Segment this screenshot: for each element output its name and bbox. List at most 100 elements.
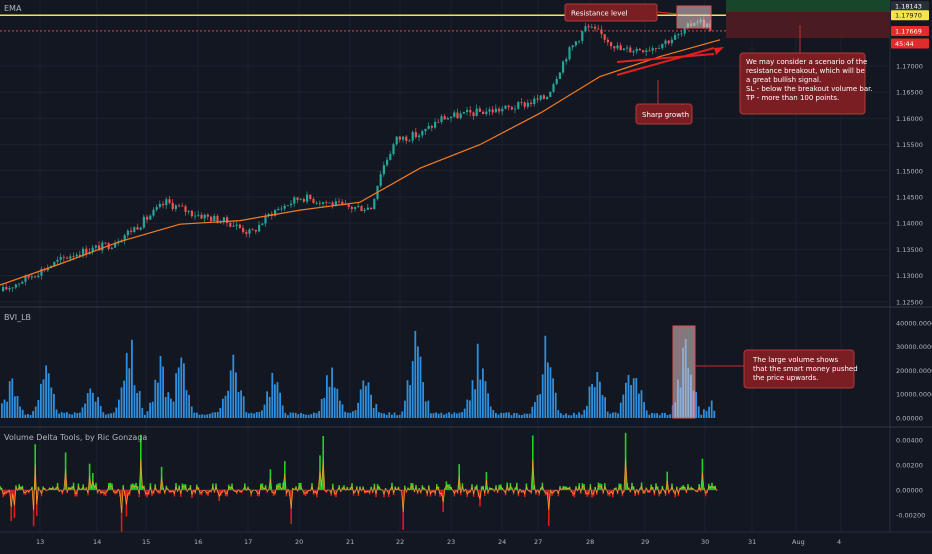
volume-bar bbox=[344, 411, 346, 418]
volume-bar bbox=[86, 393, 89, 418]
candle-body bbox=[680, 33, 683, 35]
price-pane[interactable] bbox=[0, 14, 890, 293]
volume-bar bbox=[55, 409, 58, 418]
volume-bar bbox=[510, 415, 513, 418]
delta-pane[interactable] bbox=[0, 432, 718, 532]
candle-body bbox=[14, 284, 17, 288]
time-axis[interactable]: 13 14 15 16 17 20 21 22 23 24 27 28 29 30 31 Aug 4 bbox=[36, 538, 841, 546]
candle-body bbox=[642, 50, 645, 52]
candle-body bbox=[616, 45, 619, 49]
resistance-label: Resistance level bbox=[571, 10, 628, 18]
scenario-line: We may consider a scenario of the bbox=[746, 58, 867, 66]
volume-bar bbox=[622, 394, 625, 418]
volume-bar bbox=[193, 412, 196, 418]
volume-bar bbox=[71, 414, 73, 418]
volume-bar bbox=[456, 413, 458, 418]
volume-bar bbox=[487, 393, 489, 418]
candle-body bbox=[456, 112, 459, 119]
volume-bar bbox=[331, 367, 333, 418]
candle-body bbox=[478, 108, 481, 112]
price-tick-label: 1.14000 bbox=[896, 220, 923, 228]
volume-bar bbox=[102, 412, 105, 418]
candle-body bbox=[315, 202, 318, 204]
volume-bar bbox=[211, 412, 214, 418]
time-tick-label: Aug bbox=[792, 538, 805, 546]
volume-bar bbox=[609, 413, 612, 418]
candle-body bbox=[296, 197, 299, 200]
candle-body bbox=[373, 199, 376, 210]
volume-bar bbox=[159, 355, 162, 418]
candle-body bbox=[69, 256, 72, 259]
candle-body bbox=[629, 47, 632, 53]
volume-bar bbox=[406, 380, 409, 418]
volume-annotation[interactable]: The large volume shows that the smart mo… bbox=[672, 325, 858, 419]
candle-body bbox=[117, 242, 120, 244]
volume-bar bbox=[391, 414, 393, 418]
volume-bar bbox=[209, 413, 211, 418]
candle-body bbox=[322, 202, 325, 204]
candle-body bbox=[171, 202, 174, 209]
candle-body bbox=[562, 61, 565, 73]
candle-body bbox=[350, 206, 353, 209]
volume-bar bbox=[365, 385, 367, 418]
volume-bar bbox=[190, 406, 193, 418]
volume-bar bbox=[492, 410, 495, 418]
scenario-line: TP - more than 100 points. bbox=[745, 94, 839, 102]
candle-body bbox=[405, 136, 408, 141]
candle-body bbox=[165, 199, 168, 206]
volume-bar bbox=[539, 394, 541, 418]
volume-bar bbox=[523, 413, 526, 418]
candle-body bbox=[347, 204, 350, 207]
volume-bar bbox=[482, 368, 484, 418]
volume-bar bbox=[599, 381, 601, 418]
volume-bar bbox=[287, 415, 289, 418]
volume-bar bbox=[133, 385, 136, 418]
candle-body bbox=[597, 28, 600, 30]
volume-bar bbox=[359, 389, 362, 418]
candle-body bbox=[453, 112, 456, 117]
resistance-annotation[interactable]: Resistance level bbox=[564, 3, 712, 29]
volume-bar bbox=[266, 391, 268, 418]
volume-bar bbox=[66, 412, 68, 418]
scenario-annotation[interactable]: We may consider a scenario of the resist… bbox=[739, 25, 873, 115]
price-badge bbox=[891, 10, 929, 21]
volume-bar bbox=[593, 387, 596, 418]
candle-body bbox=[40, 269, 43, 276]
delta-axis[interactable]: 0.00400 0.00200 0.00000 -0.00200 bbox=[896, 437, 925, 520]
volume-bar bbox=[669, 414, 671, 418]
volume-bar bbox=[573, 412, 575, 418]
volume-box bbox=[743, 349, 855, 389]
volume-bar bbox=[167, 392, 170, 418]
candle-body bbox=[328, 202, 331, 204]
candle-body bbox=[382, 165, 385, 175]
candle-body bbox=[446, 118, 449, 120]
volume-bar bbox=[300, 412, 302, 418]
volume-bar bbox=[638, 393, 640, 418]
candle-body bbox=[152, 209, 155, 216]
candle-body bbox=[475, 108, 478, 116]
volume-bar bbox=[328, 386, 331, 418]
growth-annotation[interactable]: Sharp growth bbox=[616, 47, 724, 125]
candle-body bbox=[565, 59, 568, 62]
candle-body bbox=[418, 135, 421, 138]
candle-body bbox=[11, 287, 14, 289]
volume-bar bbox=[302, 413, 305, 418]
volume-bar bbox=[11, 378, 14, 418]
volume-bar bbox=[352, 411, 354, 418]
price-axis[interactable]: 1.17000 1.16500 1.16000 1.15500 1.15000 1.145… bbox=[896, 63, 923, 307]
volume-bar bbox=[461, 412, 463, 418]
price-tick-label: 1.15500 bbox=[896, 141, 923, 149]
candle-body bbox=[184, 206, 187, 212]
volume-bar bbox=[274, 384, 276, 418]
volume-bar bbox=[268, 396, 271, 418]
volume-bar bbox=[606, 411, 609, 418]
candle-body bbox=[286, 205, 289, 207]
volume-bar bbox=[417, 346, 419, 418]
candle-body bbox=[306, 194, 309, 202]
volume-bar bbox=[336, 388, 339, 418]
volume-axis[interactable]: 40000.00000 30000.00000 20000.00000 10000.0… bbox=[896, 319, 932, 422]
volume-bar bbox=[125, 352, 128, 418]
time-tick-label: 15 bbox=[142, 538, 150, 546]
candle-body bbox=[82, 248, 85, 257]
